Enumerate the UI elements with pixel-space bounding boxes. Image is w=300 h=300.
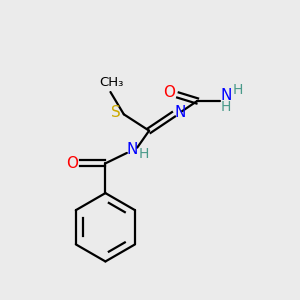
Text: N: N xyxy=(220,88,232,103)
Text: H: H xyxy=(232,83,243,97)
Text: O: O xyxy=(164,85,175,100)
Text: O: O xyxy=(66,156,78,171)
Text: CH₃: CH₃ xyxy=(99,76,123,89)
Text: N: N xyxy=(127,142,138,157)
Text: N: N xyxy=(174,105,186,120)
Text: H: H xyxy=(221,100,231,114)
Text: S: S xyxy=(111,105,120,120)
Text: H: H xyxy=(139,148,149,161)
